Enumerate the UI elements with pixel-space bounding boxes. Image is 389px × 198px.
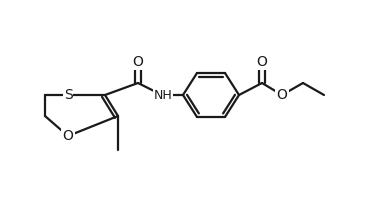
Text: O: O xyxy=(277,88,287,102)
Text: O: O xyxy=(257,55,267,69)
Text: NH: NH xyxy=(154,89,172,102)
Text: S: S xyxy=(64,88,72,102)
Text: O: O xyxy=(63,129,74,143)
Text: O: O xyxy=(133,55,144,69)
